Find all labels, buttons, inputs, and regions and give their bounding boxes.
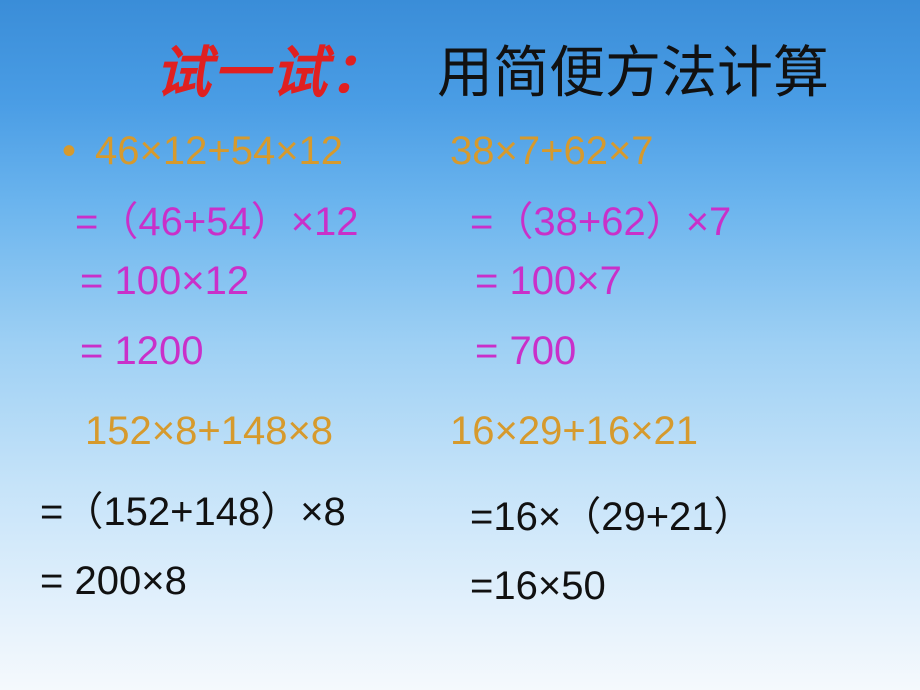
tl-step3: = 1200 bbox=[80, 329, 203, 374]
title-red: 试一试： bbox=[155, 28, 387, 109]
br-expr: 16×29+16×21 bbox=[450, 409, 698, 454]
tl-step1: =（46+54）×12 bbox=[75, 189, 359, 247]
tr-expr: 38×7+62×7 bbox=[450, 129, 654, 174]
tr-step2: = 100×7 bbox=[475, 259, 622, 304]
title-row: 试一试： 用简便方法计算 bbox=[0, 0, 920, 109]
slide: 试一试： 用简便方法计算 • 46×12+54×12 =（46+54）×12 =… bbox=[0, 0, 920, 690]
bl-expr: 152×8+148×8 bbox=[85, 409, 333, 454]
title-black: 用简便方法计算 bbox=[437, 28, 829, 109]
bullet-dot: • bbox=[62, 129, 76, 174]
tr-step3: = 700 bbox=[475, 329, 576, 374]
br-step1: =16×（29+21） bbox=[470, 484, 754, 542]
tl-step2: = 100×12 bbox=[80, 259, 249, 304]
tl-expr: 46×12+54×12 bbox=[95, 129, 343, 174]
tr-step1: =（38+62）×7 bbox=[470, 189, 731, 247]
br-step2: =16×50 bbox=[470, 564, 606, 609]
bl-step1: =（152+148）×8 bbox=[40, 479, 346, 537]
bl-step2: = 200×8 bbox=[40, 559, 187, 604]
